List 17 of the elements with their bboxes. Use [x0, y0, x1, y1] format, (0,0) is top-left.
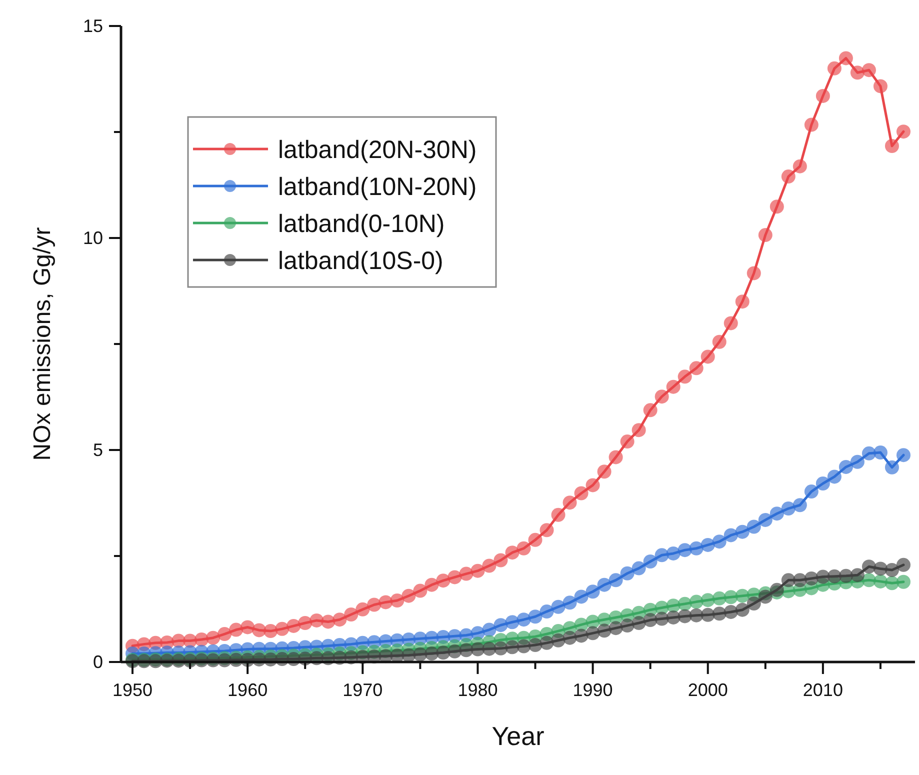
legend-label: latband(10N-20N) [278, 173, 477, 201]
legend-label: latband(0-10N) [278, 210, 445, 238]
legend-label: latband(20N-30N) [278, 136, 477, 164]
x-axis-title: Year [492, 721, 545, 751]
x-tick-label: 1980 [458, 680, 498, 700]
x-tick-label: 1950 [112, 680, 153, 700]
y-tick-label: 15 [82, 16, 103, 36]
y-axis-title: NOx emissions, Gg/yr [29, 227, 56, 461]
x-tick-label: 2010 [802, 680, 843, 700]
x-tick-label: 1970 [342, 680, 383, 700]
x-tick-label: 1960 [228, 680, 268, 700]
y-tick-label: 5 [92, 440, 103, 460]
x-tick-label: 1990 [572, 680, 613, 700]
legend-label: latband(10S-0) [278, 247, 444, 275]
y-tick-label: 10 [82, 228, 103, 248]
y-tick-label: 0 [92, 652, 103, 672]
x-tick-label: 2000 [688, 680, 728, 700]
